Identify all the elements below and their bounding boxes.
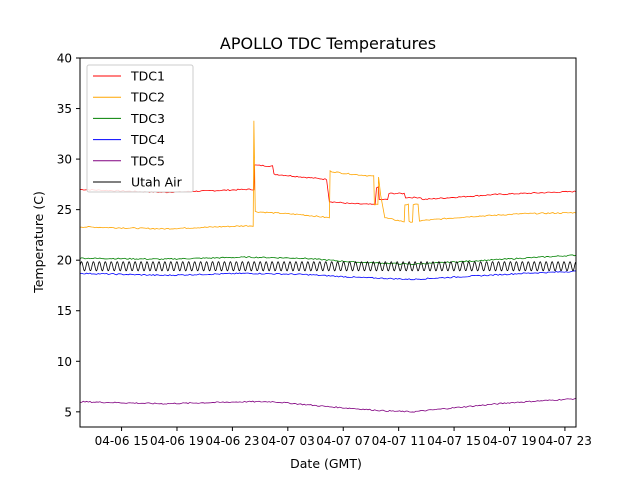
- y-axis: 5 10 15 20 25 30 35 40: [57, 52, 80, 419]
- y-tick-label: 35: [57, 102, 72, 116]
- legend-entry: TDC4: [93, 132, 165, 147]
- x-tick-label: 04-07 07: [316, 434, 370, 448]
- chart-title: APOLLO TDC Temperatures: [220, 34, 436, 53]
- legend-label: TDC3: [130, 111, 165, 126]
- legend-entry: TDC1: [93, 69, 165, 84]
- y-tick-label: 10: [57, 355, 72, 369]
- x-tick-label: 04-07 03: [261, 434, 315, 448]
- y-tick-label: 5: [64, 405, 72, 419]
- legend-entry: TDC2: [93, 90, 165, 105]
- x-tick-label: 04-06 15: [95, 434, 149, 448]
- series-line-tdc4: [79, 270, 576, 281]
- x-tick-label: 04-06 23: [205, 434, 259, 448]
- legend-entry: TDC5: [93, 153, 165, 168]
- x-tick-label: 04-06 19: [150, 434, 204, 448]
- plot-frame: [79, 57, 577, 428]
- x-tick-label: 04-07 11: [372, 434, 426, 448]
- x-axis: 04-06 15 04-06 19 04-06 23 04-07 03 04-07 07…: [95, 427, 592, 448]
- legend-box: [86, 64, 194, 193]
- y-tick-label: 15: [57, 304, 72, 318]
- legend-label: TDC2: [130, 90, 165, 105]
- y-tick-label: 20: [57, 254, 72, 268]
- legend-entry: TDC3: [93, 111, 165, 126]
- legend-label: Utah Air: [131, 175, 183, 190]
- series-line-tdc5: [79, 397, 577, 413]
- legend-label: TDC1: [130, 69, 165, 84]
- x-tick-label: 04-07 15: [427, 434, 481, 448]
- x-tick-label: 04-07 19: [483, 434, 537, 448]
- series-line-tdc2: [79, 120, 577, 230]
- legend-label: TDC4: [130, 132, 165, 147]
- series-line-utah-air: [79, 261, 576, 272]
- legend-label: TDC5: [130, 153, 165, 168]
- y-tick-label: 30: [57, 153, 72, 167]
- legend: TDC1 TDC2 TDC3 TDC4 TDC5 Utah Air: [86, 64, 194, 193]
- series-line-tdc3: [79, 254, 577, 265]
- legend-entry: Utah Air: [93, 175, 183, 190]
- y-tick-label: 25: [57, 203, 72, 217]
- x-axis-label: Date (GMT): [290, 456, 362, 471]
- y-tick-label: 40: [57, 52, 72, 66]
- x-tick-label: 04-07 23: [538, 434, 592, 448]
- y-axis-label: Temperature (C): [31, 191, 46, 294]
